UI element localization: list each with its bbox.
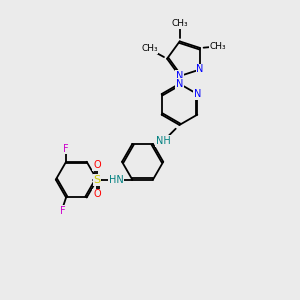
Text: N: N <box>194 89 201 99</box>
Text: O: O <box>93 160 101 170</box>
Text: O: O <box>93 189 101 199</box>
Text: N: N <box>176 71 183 81</box>
Text: S: S <box>93 175 100 184</box>
Text: N: N <box>196 64 204 74</box>
Text: CH₃: CH₃ <box>209 42 226 51</box>
Text: N: N <box>176 79 183 89</box>
Text: F: F <box>60 206 66 216</box>
Text: F: F <box>63 143 69 154</box>
Text: NH: NH <box>156 136 171 146</box>
Text: CH₃: CH₃ <box>141 44 158 53</box>
Text: CH₃: CH₃ <box>171 19 188 28</box>
Text: HN: HN <box>109 175 124 184</box>
